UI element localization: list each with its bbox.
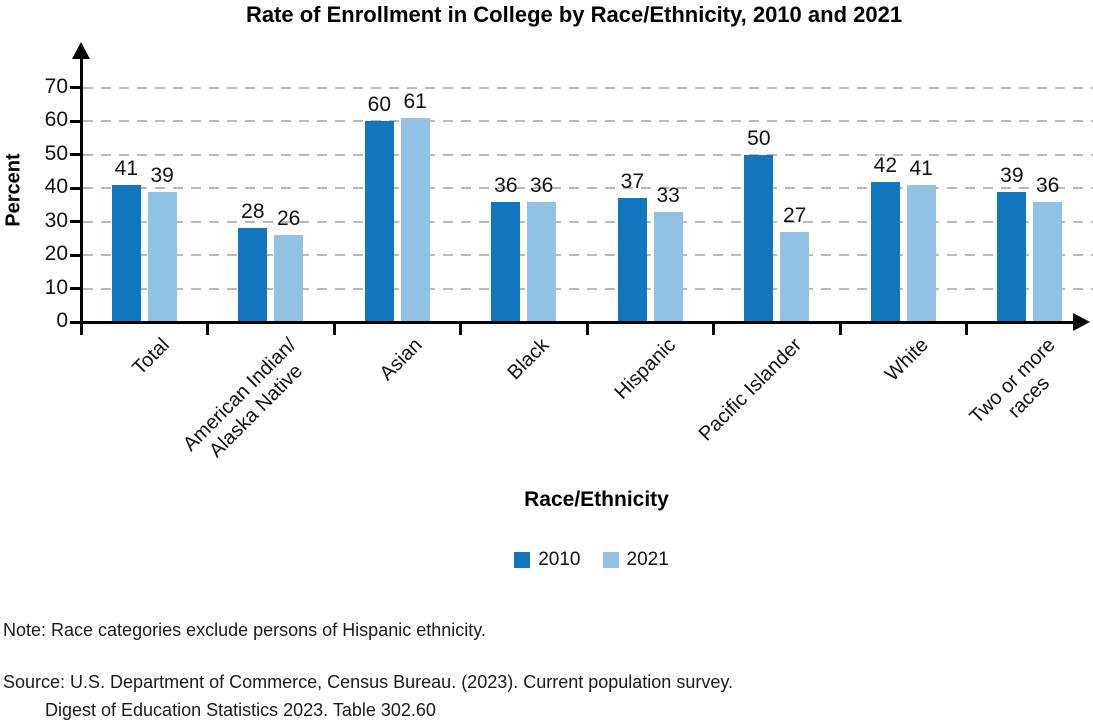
y-axis-tick <box>70 153 81 157</box>
bar-2010-american-indian-alaska-native <box>238 228 268 321</box>
bar-value-label: 37 <box>620 170 645 194</box>
bar-value-label: 26 <box>276 207 301 231</box>
y-axis-tick <box>70 287 81 291</box>
bar-2010-pacific-islander <box>744 154 774 321</box>
grid-line <box>83 254 1093 257</box>
x-category-label-black: Black <box>503 334 554 385</box>
bar-value-label: 61 <box>403 90 427 114</box>
y-axis-arrow-icon <box>72 42 90 59</box>
x-category-label-american-indian-alaska-native: American Indian/ Alaska Native <box>178 334 307 463</box>
legend-swatch-2010 <box>514 552 531 568</box>
legend: 2010 2021 <box>90 549 1093 571</box>
x-axis-tick <box>332 322 336 335</box>
x-category-label-pacific-islander: Pacific Islander <box>694 334 807 446</box>
x-axis-arrow-icon <box>1073 313 1090 331</box>
bar-value-label: 41 <box>909 156 933 180</box>
bar-value-label: 27 <box>782 203 807 227</box>
y-axis-tick <box>70 320 81 324</box>
x-axis-tick <box>965 322 968 335</box>
y-axis-tick <box>70 220 81 224</box>
bar-2021-asian <box>400 118 430 321</box>
y-axis-line <box>79 56 83 324</box>
y-tick-label: 40 <box>44 175 68 199</box>
y-tick-label: 70 <box>44 74 68 98</box>
y-tick-label: 60 <box>44 108 68 132</box>
y-tick-label: 10 <box>44 275 68 299</box>
y-tick-label: 20 <box>44 242 68 266</box>
grid-line <box>83 187 1093 190</box>
bar-value-label: 36 <box>1035 173 1060 197</box>
y-tick-label: 30 <box>44 208 68 232</box>
bar-value-label: 41 <box>114 156 139 180</box>
bar-2010-total <box>111 184 141 321</box>
x-axis-tick <box>459 322 462 335</box>
x-axis-tick <box>838 322 842 335</box>
grid-line <box>83 120 1093 123</box>
bar-value-label: 39 <box>150 163 174 187</box>
y-tick-label: 0 <box>56 309 68 332</box>
bar-2010-two-or-more-races <box>997 191 1027 321</box>
bar-value-label: 36 <box>529 173 554 197</box>
bar-value-label: 36 <box>494 173 518 197</box>
y-axis-tick <box>70 119 81 123</box>
x-axis-title: Race/Ethnicity <box>524 488 669 511</box>
bar-2021-pacific-islander <box>780 231 810 321</box>
x-category-label-hispanic: Hispanic <box>610 334 680 404</box>
source-line-1: Source: U.S. Department of Commerce, Cen… <box>3 672 734 692</box>
x-axis-tick <box>712 322 715 335</box>
bar-2021-two-or-more-races <box>1033 201 1063 321</box>
bar-value-label: 28 <box>241 200 265 224</box>
grid-line <box>83 153 1093 156</box>
bar-2010-asian <box>364 121 394 321</box>
bar-2010-white <box>870 181 900 321</box>
bar-value-label: 39 <box>1000 163 1024 187</box>
bar-value-label: 60 <box>367 93 392 117</box>
x-category-label-total: Total <box>128 334 174 380</box>
legend-label-2010: 2010 <box>538 549 581 570</box>
bar-value-label: 42 <box>873 153 898 177</box>
y-axis-tick <box>70 253 81 257</box>
bar-2021-american-indian-alaska-native <box>274 235 304 321</box>
x-category-label-two-or-more-races: Two or more races <box>965 334 1060 429</box>
x-axis-tick <box>585 322 589 335</box>
x-axis-tick <box>206 322 209 335</box>
bar-2021-total <box>147 191 177 321</box>
chart-title: Rate of Enrollment in College by Race/Et… <box>245 2 903 27</box>
bar-2021-hispanic <box>653 211 683 321</box>
legend-item-2010: 2010 <box>514 549 581 571</box>
grid-line <box>83 287 1093 290</box>
bar-2010-black <box>491 201 521 321</box>
y-tick-label: 50 <box>44 141 68 165</box>
x-axis-line <box>79 320 1076 324</box>
legend-label-2021: 2021 <box>626 549 669 570</box>
y-axis-tick <box>70 86 81 90</box>
x-axis-tick <box>79 322 83 335</box>
bar-2010-hispanic <box>617 198 647 321</box>
bar-2021-black <box>527 201 557 321</box>
source-line-2: Digest of Education Statistics 2023. Tab… <box>45 700 436 720</box>
grid-line <box>83 220 1093 223</box>
grid-line <box>83 86 1093 89</box>
y-axis-tick <box>70 186 81 190</box>
bar-2021-white <box>906 184 936 321</box>
legend-item-2021: 2021 <box>602 549 669 571</box>
source-text: Source: U.S. Department of Commerce, Cen… <box>3 668 733 723</box>
legend-swatch-2021 <box>602 552 619 568</box>
note-text: Note: Race categories exclude persons of… <box>3 620 486 640</box>
x-category-label-asian: Asian <box>375 334 427 385</box>
bar-value-label: 50 <box>747 126 771 150</box>
x-category-label-white: White <box>881 334 933 386</box>
bar-value-label: 33 <box>656 183 680 207</box>
